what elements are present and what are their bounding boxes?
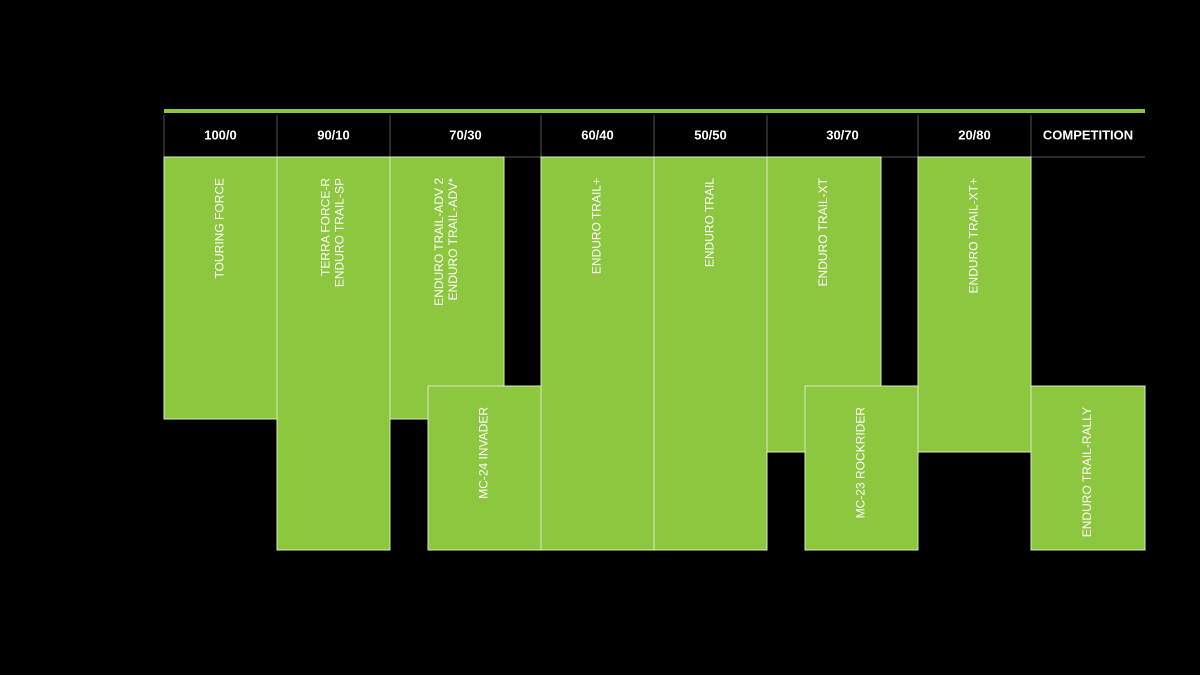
tire-block: [389, 156, 505, 420]
column-header: 30/70: [826, 127, 859, 142]
column-header: 50/50: [694, 127, 727, 142]
tire-block: [163, 156, 278, 420]
tire-label: ENDURO TRAIL+: [590, 178, 604, 274]
tire-block: [276, 156, 391, 551]
column-header: 60/40: [581, 127, 614, 142]
tire-block: [917, 156, 1032, 453]
column-header: COMPETITION: [1043, 127, 1133, 142]
tire-label: ENDURO TRAIL-XT+: [967, 178, 981, 293]
tire-label: MC-23 ROCKRIDER: [854, 407, 868, 519]
top-rule: [164, 109, 1145, 113]
tire-block: [653, 156, 768, 551]
tire-label: ENDURO TRAIL-RALLY: [1080, 407, 1094, 537]
tire-block: [540, 156, 655, 551]
tire-label: TOURING FORCE: [213, 178, 227, 278]
column-header: 90/10: [317, 127, 350, 142]
tire-label: ENDURO TRAIL-ADV 2: [432, 178, 446, 306]
tire-label: ENDURO TRAIL-XT: [816, 177, 830, 286]
tire-label: TERRA FORCE-R: [319, 178, 333, 276]
tire-label: ENDURO TRAIL: [703, 178, 717, 267]
column-header: 20/80: [958, 127, 991, 142]
tire-block: [427, 385, 542, 551]
tire-label: MC-24 INVADER: [477, 407, 491, 499]
tire-label: ENDURO TRAIL-SP: [333, 178, 347, 287]
tire-block: [1030, 385, 1146, 551]
column-header: 100/0: [204, 127, 237, 142]
tire-block: [804, 385, 919, 551]
column-header: 70/30: [449, 127, 482, 142]
tire-label: ENDURO TRAIL-ADV*: [446, 178, 460, 301]
